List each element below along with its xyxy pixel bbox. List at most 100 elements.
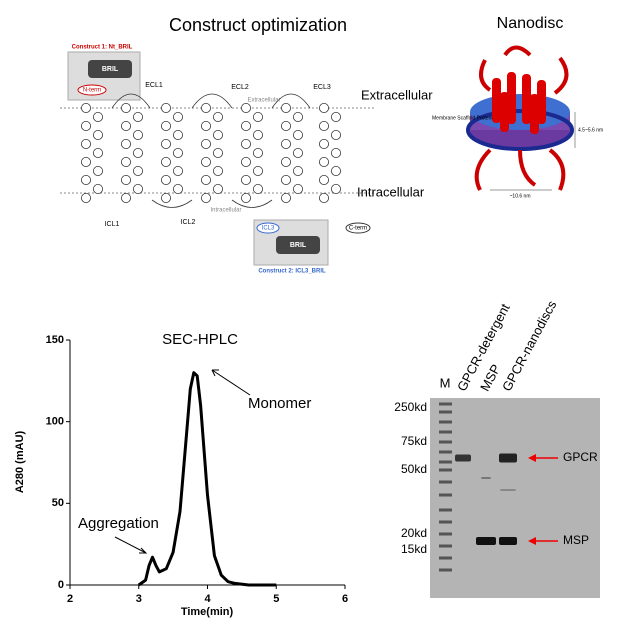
x-axis-label: Time(min)	[181, 606, 234, 618]
ladder-band	[439, 568, 452, 572]
ladder-band	[439, 520, 452, 524]
ladder-band	[439, 402, 452, 406]
residue	[252, 129, 263, 140]
residue	[121, 192, 132, 203]
bril-box	[88, 60, 132, 78]
residue	[132, 165, 143, 176]
ladder-band	[439, 556, 452, 560]
x-tick-label: 4	[204, 593, 211, 605]
annotation: Aggregation	[78, 515, 159, 532]
residue	[292, 112, 303, 123]
residue	[240, 174, 251, 185]
residue	[81, 138, 92, 149]
residue	[212, 112, 223, 123]
residue	[330, 183, 341, 194]
residue	[252, 183, 263, 194]
residue	[93, 147, 104, 158]
band	[481, 477, 491, 479]
arrow-head	[528, 537, 536, 545]
band	[476, 537, 496, 545]
residue	[93, 112, 104, 123]
residue	[121, 121, 132, 132]
gel-panel: M GPCR-detergentMSPGPCR-nanodiscs250kd75k…	[394, 298, 600, 598]
residue	[318, 192, 329, 203]
region-label: Intracellular	[357, 184, 425, 199]
region-label: Extracellular	[361, 87, 433, 102]
panel-title: Nanodisc	[497, 15, 564, 32]
residue	[93, 165, 104, 176]
residue	[172, 129, 183, 140]
ladder-band	[439, 544, 452, 548]
residue	[330, 147, 341, 158]
icl3-box	[256, 222, 280, 234]
x-tick-label: 3	[136, 593, 142, 605]
chart-title: SEC-HPLC	[162, 331, 238, 348]
residue	[81, 121, 92, 132]
residue	[132, 147, 143, 158]
y-tick-label: 150	[46, 334, 64, 346]
ladder-band	[439, 480, 452, 484]
icl-label: ICL2	[181, 219, 196, 226]
construct-label: Construct 2: ICL3_BRIL	[258, 269, 326, 275]
ladder-band	[439, 450, 452, 454]
residue	[330, 112, 341, 123]
helices-3d	[492, 72, 546, 134]
marker-label: 250kd	[394, 400, 427, 414]
ladder-band	[439, 468, 452, 472]
residue	[121, 174, 132, 185]
residue	[318, 121, 329, 132]
y-tick-label: 100	[46, 416, 64, 428]
y-tick-label: 50	[52, 497, 64, 509]
residue	[93, 183, 104, 194]
residue	[240, 103, 251, 114]
icl-label: ICL3	[262, 226, 275, 232]
residue	[160, 192, 171, 203]
loop	[111, 93, 151, 109]
nterm-box	[77, 84, 107, 96]
construct-label: Construct 1: Nt_BRIL	[72, 45, 133, 51]
residue	[160, 174, 171, 185]
residue	[121, 138, 132, 149]
construct-panel: Construct optimization Construct 1: Nt_B…	[60, 15, 433, 275]
residue	[280, 121, 291, 132]
residue	[252, 147, 263, 158]
x-tick-label: 2	[67, 593, 73, 605]
loop	[151, 199, 193, 208]
residue	[132, 112, 143, 123]
residue	[280, 103, 291, 114]
residue	[280, 156, 291, 167]
ecl-label: ECL3	[313, 84, 331, 91]
y-tick-label: 0	[58, 579, 64, 591]
residue	[200, 192, 211, 203]
loop	[231, 199, 273, 208]
residue	[200, 156, 211, 167]
band-label: GPCR	[563, 450, 598, 464]
cterm-box	[345, 222, 371, 234]
ladder-band	[439, 493, 452, 497]
line	[137, 371, 277, 587]
residue	[81, 192, 92, 203]
sec-chart: SEC-HPLC Time(min) A280 (mAU) Aggregatio…	[14, 331, 348, 618]
residue	[200, 121, 211, 132]
gel	[430, 398, 600, 598]
residue	[330, 129, 341, 140]
ladder-band	[439, 460, 452, 464]
membrane-label: Intracellular	[210, 208, 241, 214]
residue	[81, 174, 92, 185]
residue	[200, 103, 211, 114]
residue	[240, 121, 251, 132]
residue	[330, 165, 341, 176]
residue	[172, 165, 183, 176]
marker-label: 20kd	[401, 526, 427, 540]
panel-title: Construct optimization	[169, 15, 347, 35]
residue	[212, 183, 223, 194]
residue	[292, 129, 303, 140]
residue	[121, 103, 132, 114]
residue	[212, 147, 223, 158]
residue	[132, 183, 143, 194]
band-label: MSP	[563, 533, 589, 547]
ladder-band	[439, 430, 452, 434]
ladder-band	[439, 410, 452, 414]
residue	[93, 129, 104, 140]
residue	[240, 156, 251, 167]
